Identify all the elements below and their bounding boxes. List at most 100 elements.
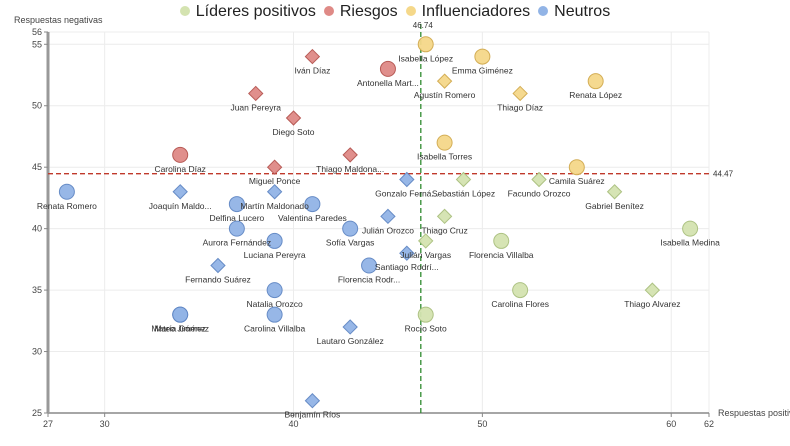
data-label: Lautaro González <box>317 336 384 346</box>
data-points <box>58 36 699 409</box>
grid-lines <box>47 31 710 414</box>
data-label: Aurora Fernández <box>203 238 272 248</box>
data-label: Antonella Mart... <box>357 78 419 88</box>
data-point[interactable] <box>266 159 283 175</box>
data-label: Luciana Pereyra <box>244 250 306 260</box>
data-point[interactable] <box>228 196 245 213</box>
data-point[interactable] <box>606 184 623 200</box>
y-tick-label: 55 <box>32 39 42 49</box>
data-point[interactable] <box>493 232 510 249</box>
data-point[interactable] <box>304 196 321 213</box>
data-point[interactable] <box>436 208 453 225</box>
data-label: Mateo Jiménez <box>151 324 209 334</box>
x-tick-label: 40 <box>289 419 299 429</box>
data-label: Thiago Alvarez <box>624 299 680 309</box>
data-point[interactable] <box>172 306 189 323</box>
data-label: Agustín Romero <box>414 90 476 100</box>
data-point[interactable] <box>531 171 547 188</box>
data-point[interactable] <box>436 73 453 89</box>
data-label: Gabriel Benítez <box>585 201 644 211</box>
data-point[interactable] <box>644 282 661 298</box>
data-point[interactable] <box>58 183 75 200</box>
data-point[interactable] <box>304 393 321 409</box>
data-label: Sebastián López <box>432 188 495 198</box>
data-point[interactable] <box>248 85 264 102</box>
y-tick-label: 40 <box>32 224 42 234</box>
data-label: Carolina Flores <box>491 299 549 309</box>
reference-label-y: 44.47 <box>713 170 734 179</box>
data-label: Carolina Villalba <box>244 324 306 334</box>
data-point[interactable] <box>417 306 434 323</box>
data-label: Delfina Lucero <box>209 213 264 223</box>
data-point[interactable] <box>379 60 396 77</box>
data-label: Emma Giménez <box>452 66 513 76</box>
data-label: Isabella Medina <box>660 238 720 248</box>
x-tick-label: 50 <box>477 419 487 429</box>
data-point[interactable] <box>266 282 283 299</box>
data-point[interactable] <box>172 184 188 200</box>
data-label: Renata Romero <box>37 201 97 211</box>
data-label: Valentina Paredes <box>278 213 347 223</box>
legend-label: Neutros <box>554 3 611 20</box>
data-label: Julián Vargas <box>400 250 451 260</box>
legend-label: Riesgos <box>339 3 398 20</box>
data-point[interactable] <box>399 245 415 261</box>
legend-swatch <box>323 5 334 16</box>
data-label: Fernando Suárez <box>185 275 251 285</box>
data-point[interactable] <box>455 171 472 188</box>
data-point[interactable] <box>568 159 585 176</box>
data-point[interactable] <box>361 257 378 274</box>
y-tick-label: 56 <box>32 27 42 37</box>
data-label: Rocío Soto <box>405 324 447 334</box>
data-point[interactable] <box>417 36 434 53</box>
data-label: Joaquín Maldo... <box>149 201 212 211</box>
legend-label: Influenciadores <box>421 3 531 20</box>
data-point[interactable] <box>304 48 321 65</box>
legend-item[interactable]: Influenciadores <box>405 3 531 21</box>
data-point[interactable] <box>512 282 529 299</box>
data-label: Florencia Rodr... <box>338 275 400 285</box>
data-point[interactable] <box>512 85 528 102</box>
data-label: Benjamín Ríos <box>285 410 341 420</box>
data-point[interactable] <box>266 306 283 323</box>
data-point[interactable] <box>228 220 245 237</box>
legend-item[interactable]: Líderes positivos <box>179 3 316 21</box>
data-label: Isabella Torres <box>417 152 472 162</box>
data-point[interactable] <box>210 257 226 274</box>
data-label: Thiago Cruz <box>421 225 467 235</box>
x-tick-label: 60 <box>666 419 676 429</box>
x-axis-label: Respuestas positivas <box>718 408 790 418</box>
y-tick-label: 30 <box>32 347 42 357</box>
data-label: Gonzalo Ferná... <box>375 188 438 198</box>
legend-item[interactable]: Riesgos <box>323 3 398 21</box>
data-label: María Gómez <box>154 324 206 334</box>
data-point[interactable] <box>266 232 283 249</box>
data-point[interactable] <box>285 110 302 126</box>
data-label: Julián Orozco <box>362 225 414 235</box>
data-point[interactable] <box>418 233 434 249</box>
data-point[interactable] <box>172 146 189 163</box>
legend-label: Líderes positivos <box>195 3 316 20</box>
data-label: Sofía Vargas <box>326 238 375 248</box>
data-point[interactable] <box>342 147 358 163</box>
y-tick-label: 45 <box>32 162 42 172</box>
data-point[interactable] <box>474 48 491 65</box>
data-point[interactable] <box>682 220 699 237</box>
reference-label-x: 46.74 <box>413 21 434 30</box>
data-label: Santiago Rodrí... <box>375 262 439 272</box>
data-label: Florencia Villalba <box>469 250 534 260</box>
data-point[interactable] <box>587 73 604 90</box>
data-point[interactable] <box>266 184 283 200</box>
data-point[interactable] <box>399 171 415 188</box>
data-point[interactable] <box>342 220 359 237</box>
data-point[interactable] <box>380 208 396 225</box>
y-tick-label: 25 <box>32 408 42 418</box>
data-label: Isabella López <box>398 53 453 63</box>
data-label: Natalia Orozco <box>247 299 303 309</box>
y-tick-label: 35 <box>32 285 42 295</box>
data-point[interactable] <box>342 319 358 335</box>
legend-item[interactable]: Neutros <box>538 3 610 21</box>
legend-swatch <box>538 5 549 16</box>
data-point[interactable] <box>436 134 453 151</box>
